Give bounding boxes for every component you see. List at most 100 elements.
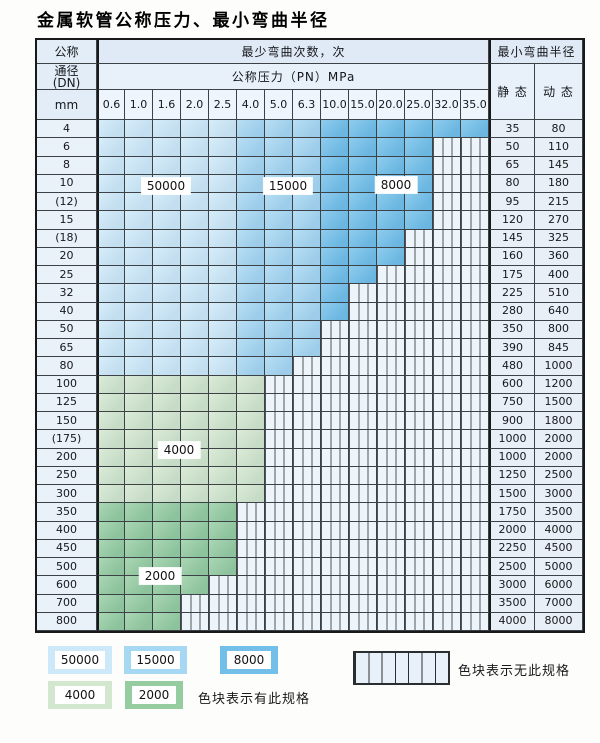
no-spec-cell <box>349 503 377 522</box>
no-spec-cell <box>405 302 433 321</box>
spec-cell <box>237 193 265 212</box>
pressure-value-cell: 2.5 <box>209 90 237 120</box>
no-spec-cell <box>265 558 293 577</box>
spec-cell <box>181 247 209 266</box>
spec-cell <box>181 503 209 522</box>
static-value-cell: 2500 <box>489 558 535 577</box>
spec-cell <box>125 247 153 266</box>
spec-cell <box>181 229 209 248</box>
spec-cell <box>97 156 125 175</box>
dynamic-value-cell: 325 <box>535 229 583 248</box>
spec-cell <box>209 430 237 449</box>
region-label: 50000 <box>141 178 191 194</box>
no-spec-cell <box>349 576 377 595</box>
spec-cell <box>321 229 349 248</box>
no-spec-cell <box>461 558 489 577</box>
spec-cell <box>349 193 377 212</box>
spec-cell <box>349 247 377 266</box>
dynamic-value-cell: 2500 <box>535 466 583 485</box>
spec-cell <box>97 339 125 358</box>
no-spec-cell <box>433 302 461 321</box>
no-spec-cell <box>349 485 377 504</box>
spec-cell <box>237 174 265 193</box>
spec-cell <box>237 138 265 157</box>
no-spec-cell <box>461 466 489 485</box>
spec-cell <box>125 375 153 394</box>
no-spec-cell <box>461 138 489 157</box>
spec-cell <box>181 138 209 157</box>
dynamic-value-cell: 1200 <box>535 375 583 394</box>
dynamic-value-cell: 145 <box>535 156 583 175</box>
spec-cell <box>153 266 181 285</box>
no-spec-cell <box>265 594 293 613</box>
no-spec-cell <box>321 375 349 394</box>
no-spec-cell <box>461 430 489 449</box>
no-spec-cell <box>377 266 405 285</box>
no-spec-cell <box>433 193 461 212</box>
legend-item: 8000 <box>220 646 278 674</box>
no-spec-cell <box>321 503 349 522</box>
no-spec-cell <box>377 320 405 339</box>
no-spec-cell <box>433 393 461 412</box>
header-dn-mid: 通径 (DN) <box>37 64 97 90</box>
spec-cell <box>97 284 125 303</box>
no-spec-cell <box>181 594 209 613</box>
dynamic-value-cell: 80 <box>535 120 583 139</box>
no-spec-cell <box>461 357 489 376</box>
dn-cell: 200 <box>37 448 97 467</box>
no-spec-cell <box>405 576 433 595</box>
no-spec-cell <box>405 229 433 248</box>
no-spec-cell <box>461 229 489 248</box>
no-spec-cell <box>433 247 461 266</box>
dynamic-value-cell: 1000 <box>535 357 583 376</box>
no-spec-cell <box>293 539 321 558</box>
no-spec-cell <box>433 521 461 540</box>
dynamic-value-cell: 800 <box>535 320 583 339</box>
no-spec-cell <box>405 339 433 358</box>
no-spec-cell <box>321 594 349 613</box>
dn-cell: 350 <box>37 503 97 522</box>
spec-cell <box>237 266 265 285</box>
no-spec-cell <box>405 485 433 504</box>
page-title: 金属软管公称压力、最小弯曲半径 <box>37 11 330 31</box>
no-spec-cell <box>349 357 377 376</box>
dynamic-value-cell: 110 <box>535 138 583 157</box>
no-spec-cell <box>349 412 377 431</box>
spec-cell <box>349 156 377 175</box>
no-spec-cell <box>405 357 433 376</box>
static-value-cell: 750 <box>489 393 535 412</box>
no-spec-cell <box>433 539 461 558</box>
spec-cell <box>237 448 265 467</box>
dynamic-value-cell: 4500 <box>535 539 583 558</box>
spec-cell <box>237 284 265 303</box>
no-spec-cell <box>461 503 489 522</box>
legend-value: 2000 <box>132 686 176 704</box>
spec-cell <box>153 247 181 266</box>
no-spec-cell <box>405 284 433 303</box>
spec-cell <box>293 266 321 285</box>
spec-cell <box>97 466 125 485</box>
dn-cell: 450 <box>37 539 97 558</box>
no-spec-cell <box>377 302 405 321</box>
header-dn-mid1: 通径 <box>54 64 79 78</box>
static-value-cell: 95 <box>489 193 535 212</box>
spec-cell <box>321 156 349 175</box>
dynamic-value-cell: 215 <box>535 193 583 212</box>
no-spec-cell <box>265 539 293 558</box>
spec-cell <box>125 120 153 139</box>
spec-cell <box>97 375 125 394</box>
spec-cell <box>209 412 237 431</box>
spec-cell <box>209 503 237 522</box>
spec-cell <box>237 229 265 248</box>
spec-cell <box>153 539 181 558</box>
spec-cell <box>181 412 209 431</box>
no-spec-cell <box>293 594 321 613</box>
no-spec-cell <box>405 612 433 631</box>
spec-cell <box>125 448 153 467</box>
no-spec-cell <box>293 448 321 467</box>
spec-cell <box>125 357 153 376</box>
spec-cell <box>293 284 321 303</box>
spec-cell <box>377 193 405 212</box>
no-spec-cell <box>461 448 489 467</box>
static-value-cell: 175 <box>489 266 535 285</box>
